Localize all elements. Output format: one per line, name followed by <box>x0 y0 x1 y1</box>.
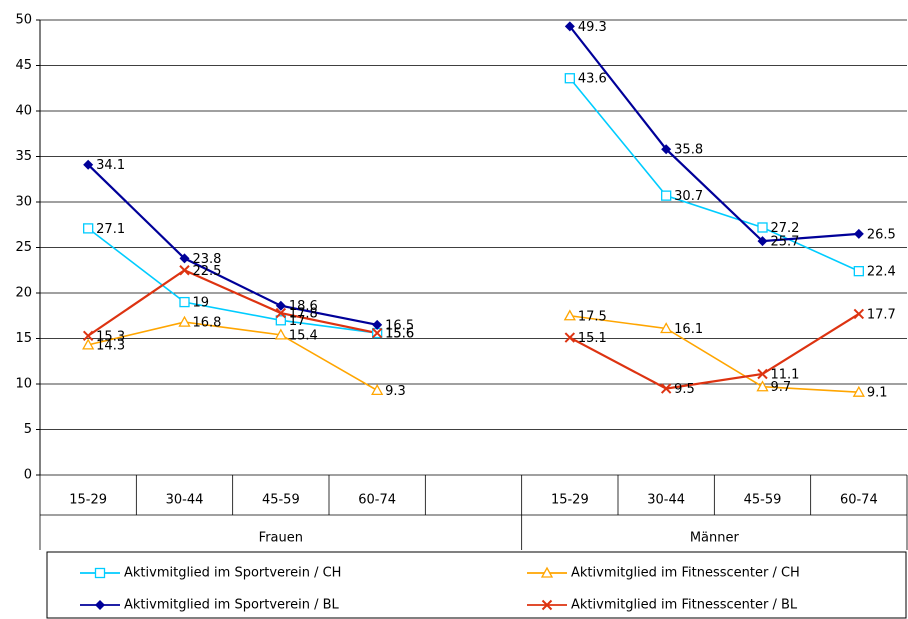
marker <box>94 567 106 579</box>
data-label: 16.5 <box>385 318 414 333</box>
y-tick-label: 30 <box>15 195 32 210</box>
data-label: 43.6 <box>578 72 607 87</box>
y-tick-label: 10 <box>15 377 32 392</box>
marker <box>83 159 94 170</box>
y-tick-label: 20 <box>15 286 32 301</box>
marker <box>275 315 286 326</box>
marker <box>853 228 864 239</box>
marker <box>372 319 383 330</box>
data-label: 23.8 <box>193 252 222 267</box>
data-label: 35.8 <box>674 143 703 158</box>
data-label: 17.7 <box>867 307 896 322</box>
marker <box>757 222 768 233</box>
group-label: Männer <box>690 531 740 546</box>
marker <box>82 330 94 341</box>
marker <box>564 73 575 84</box>
data-label: 25.7 <box>771 235 800 250</box>
data-label: 22.5 <box>193 264 222 279</box>
data-label: 17 <box>289 314 306 329</box>
marker <box>95 600 105 610</box>
marker <box>179 265 190 276</box>
marker <box>661 190 672 201</box>
marker <box>757 236 768 247</box>
data-label: 14.3 <box>96 338 125 353</box>
x-tick-label: 60-74 <box>358 493 396 508</box>
x-tick-label: 60-74 <box>840 493 878 508</box>
data-label: 16.1 <box>674 322 703 337</box>
marker <box>371 384 384 396</box>
y-tick-label: 40 <box>15 104 32 119</box>
y-tick-label: 25 <box>15 240 32 255</box>
x-tick-label: 30-44 <box>166 493 204 508</box>
data-label: 22.4 <box>867 265 896 280</box>
data-label: 17.8 <box>289 307 318 322</box>
marker <box>178 315 191 327</box>
legend-label: Aktivmitglied im Sportverein / BL <box>124 598 340 613</box>
y-tick-label: 0 <box>24 468 32 483</box>
group-label: Frauen <box>259 531 303 546</box>
x-tick-label: 45-59 <box>744 493 782 508</box>
marker <box>371 327 383 339</box>
marker <box>564 332 576 343</box>
x-tick-label: 30-44 <box>647 493 685 508</box>
marker <box>853 266 864 277</box>
data-label: 30.7 <box>674 189 703 204</box>
marker <box>275 300 286 311</box>
marker <box>757 368 768 380</box>
data-label: 11.1 <box>771 367 800 382</box>
legend-box <box>46 551 907 619</box>
marker <box>541 599 553 611</box>
marker <box>83 223 94 234</box>
marker <box>661 144 672 155</box>
marker <box>179 253 190 264</box>
data-label: 49.3 <box>578 20 607 35</box>
x-tick-label: 15-29 <box>551 493 589 508</box>
marker <box>564 21 575 32</box>
data-label: 15.3 <box>96 329 125 344</box>
series-line <box>87 77 860 334</box>
data-label: 9.1 <box>867 386 888 401</box>
data-label: 15.6 <box>385 327 414 342</box>
data-label: 9.7 <box>771 380 792 395</box>
marker <box>563 309 576 321</box>
x-tick-label: 45-59 <box>262 493 300 508</box>
data-label: 26.5 <box>867 227 896 242</box>
x-tick-label: 15-29 <box>69 493 107 508</box>
marker <box>660 383 672 394</box>
data-label: 17.5 <box>578 309 607 324</box>
marker <box>274 328 287 340</box>
data-label: 34.1 <box>96 158 125 173</box>
data-label: 15.1 <box>578 331 607 346</box>
marker <box>540 566 554 578</box>
legend-label: Aktivmitglied im Sportverein / CH <box>124 566 341 581</box>
marker <box>82 338 95 350</box>
data-label: 15.4 <box>289 328 318 343</box>
data-label: 16.8 <box>193 316 222 331</box>
y-tick-label: 50 <box>15 13 32 28</box>
marker <box>852 385 865 397</box>
legend-label: Aktivmitglied im Fitnesscenter / BL <box>571 598 798 613</box>
y-tick-label: 45 <box>15 58 32 73</box>
y-tick-label: 5 <box>24 422 32 437</box>
marker <box>179 296 190 308</box>
data-label: 27.1 <box>96 222 125 237</box>
marker <box>756 380 769 392</box>
series-line <box>87 25 859 326</box>
legend-label: Aktivmitglied im Fitnesscenter / CH <box>571 566 800 581</box>
marker <box>275 307 287 319</box>
y-tick-label: 15 <box>15 331 32 346</box>
marker <box>853 308 865 320</box>
data-label: 18.6 <box>289 299 318 314</box>
data-label: 27.2 <box>771 221 800 236</box>
series-line <box>87 314 859 393</box>
data-label: 9.5 <box>674 382 695 397</box>
data-label: 9.3 <box>385 384 406 399</box>
marker <box>660 322 673 334</box>
series-line <box>87 268 860 390</box>
data-label: 15.6 <box>385 327 414 342</box>
data-label: 19 <box>193 296 210 311</box>
y-tick-label: 35 <box>15 149 32 164</box>
